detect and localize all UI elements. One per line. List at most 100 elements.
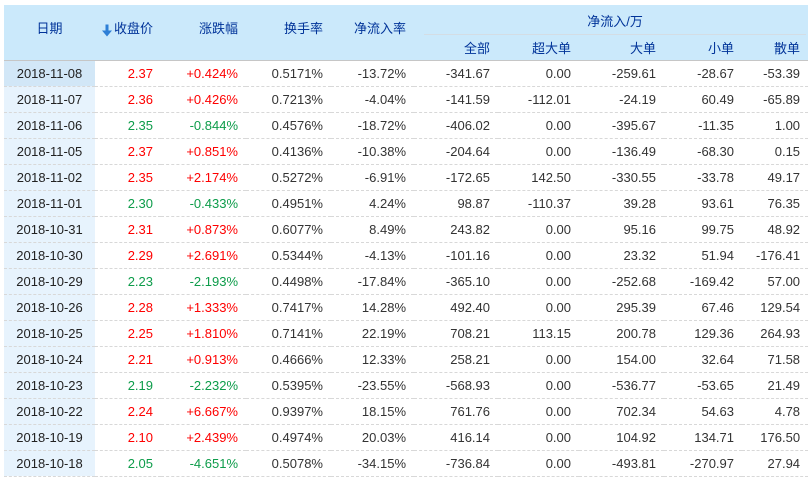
turnover-cell: 0.4951% <box>246 190 331 217</box>
col-header-close: 收盘价 <box>95 5 161 61</box>
change-percent-cell: +0.873% <box>161 216 246 243</box>
inflow-retail-cell: 0.15 <box>742 138 809 165</box>
date-cell: 2018-10-30 <box>4 242 95 269</box>
close-price-cell: 2.10 <box>95 424 161 451</box>
inflow-small-cell: 129.36 <box>664 320 742 347</box>
date-cell: 2018-10-23 <box>4 372 95 399</box>
inflow-rate-cell: 22.19% <box>331 320 414 347</box>
inflow-super-large-cell: 0.00 <box>498 294 579 321</box>
turnover-cell: 0.9397% <box>246 398 331 425</box>
inflow-small-cell: -28.67 <box>664 60 742 87</box>
inflow-super-large-cell: 0.00 <box>498 346 579 373</box>
change-percent-cell: +1.333% <box>161 294 246 321</box>
change-percent-cell: +2.691% <box>161 242 246 269</box>
inflow-rate-cell: 18.15% <box>331 398 414 425</box>
change-percent-cell: +0.426% <box>161 86 246 113</box>
close-price-cell: 2.30 <box>95 190 161 217</box>
inflow-small-cell: 51.94 <box>664 242 742 269</box>
inflow-retail-cell: 21.49 <box>742 372 809 399</box>
close-price-cell: 2.35 <box>95 112 161 139</box>
inflow-large-cell: 23.32 <box>579 242 664 269</box>
inflow-large-cell: -536.77 <box>579 372 664 399</box>
inflow-all-cell: -736.84 <box>414 450 498 477</box>
inflow-retail-cell: 4.78 <box>742 398 809 425</box>
table-row: 2018-10-31 2.31 +0.873% 0.6077% 8.49% 24… <box>4 216 809 243</box>
col-header-retail: 散单 <box>742 35 809 61</box>
inflow-large-cell: -330.55 <box>579 164 664 191</box>
inflow-super-large-cell: 0.00 <box>498 138 579 165</box>
table-row: 2018-10-22 2.24 +6.667% 0.9397% 18.15% 7… <box>4 398 809 425</box>
inflow-retail-cell: -65.89 <box>742 86 809 113</box>
change-percent-cell: +2.174% <box>161 164 246 191</box>
date-cell: 2018-11-05 <box>4 138 95 165</box>
change-percent-cell: +2.439% <box>161 424 246 451</box>
change-percent-cell: +0.913% <box>161 346 246 373</box>
close-price-cell: 2.31 <box>95 216 161 243</box>
col-header-super-large: 超大单 <box>498 35 579 61</box>
close-price-cell: 2.19 <box>95 372 161 399</box>
close-price-cell: 2.28 <box>95 294 161 321</box>
inflow-all-cell: -568.93 <box>414 372 498 399</box>
col-header-all: 全部 <box>414 35 498 61</box>
change-percent-cell: +0.424% <box>161 60 246 87</box>
inflow-small-cell: -169.42 <box>664 268 742 295</box>
inflow-retail-cell: 71.58 <box>742 346 809 373</box>
inflow-large-cell: -24.19 <box>579 86 664 113</box>
turnover-cell: 0.5171% <box>246 60 331 87</box>
turnover-cell: 0.6077% <box>246 216 331 243</box>
table-body: 2018-11-08 2.37 +0.424% 0.5171% -13.72% … <box>4 60 809 477</box>
col-header-turnover: 换手率 <box>246 5 331 61</box>
inflow-super-large-cell: 0.00 <box>498 242 579 269</box>
inflow-rate-cell: 14.28% <box>331 294 414 321</box>
inflow-rate-cell: -17.84% <box>331 268 414 295</box>
turnover-cell: 0.7213% <box>246 86 331 113</box>
inflow-super-large-cell: 0.00 <box>498 372 579 399</box>
turnover-cell: 0.4666% <box>246 346 331 373</box>
inflow-super-large-cell: 0.00 <box>498 216 579 243</box>
close-price-cell: 2.29 <box>95 242 161 269</box>
change-percent-cell: -4.651% <box>161 450 246 477</box>
close-price-cell: 2.37 <box>95 138 161 165</box>
inflow-large-cell: 95.16 <box>579 216 664 243</box>
change-percent-cell: +6.667% <box>161 398 246 425</box>
inflow-super-large-cell: -112.01 <box>498 86 579 113</box>
table-row: 2018-10-30 2.29 +2.691% 0.5344% -4.13% -… <box>4 242 809 269</box>
col-header-date[interactable]: 日期 <box>4 5 95 61</box>
inflow-large-cell: -493.81 <box>579 450 664 477</box>
close-price-cell: 2.05 <box>95 450 161 477</box>
table-row: 2018-10-19 2.10 +2.439% 0.4974% 20.03% 4… <box>4 424 809 451</box>
net-inflow-group-label: 净流入/万 <box>424 5 807 35</box>
date-cell: 2018-11-01 <box>4 190 95 217</box>
sort-desc-arrow-icon[interactable] <box>101 24 113 37</box>
date-cell: 2018-10-24 <box>4 346 95 373</box>
inflow-retail-cell: 264.93 <box>742 320 809 347</box>
table-row: 2018-10-29 2.23 -2.193% 0.4498% -17.84% … <box>4 268 809 295</box>
inflow-all-cell: -365.10 <box>414 268 498 295</box>
inflow-rate-cell: -34.15% <box>331 450 414 477</box>
inflow-retail-cell: 1.00 <box>742 112 809 139</box>
inflow-small-cell: -68.30 <box>664 138 742 165</box>
inflow-all-cell: 416.14 <box>414 424 498 451</box>
table-row: 2018-10-23 2.19 -2.232% 0.5395% -23.55% … <box>4 372 809 399</box>
change-percent-cell: +1.810% <box>161 320 246 347</box>
close-price-cell: 2.21 <box>95 346 161 373</box>
inflow-all-cell: -101.16 <box>414 242 498 269</box>
inflow-small-cell: -270.97 <box>664 450 742 477</box>
turnover-cell: 0.5344% <box>246 242 331 269</box>
inflow-small-cell: 67.46 <box>664 294 742 321</box>
close-price-cell: 2.25 <box>95 320 161 347</box>
turnover-cell: 0.7141% <box>246 320 331 347</box>
date-cell: 2018-10-19 <box>4 424 95 451</box>
inflow-large-cell: 39.28 <box>579 190 664 217</box>
date-cell: 2018-11-06 <box>4 112 95 139</box>
inflow-rate-cell: 12.33% <box>331 346 414 373</box>
table-row: 2018-11-01 2.30 -0.433% 0.4951% 4.24% 98… <box>4 190 809 217</box>
inflow-super-large-cell: 142.50 <box>498 164 579 191</box>
inflow-small-cell: -33.78 <box>664 164 742 191</box>
close-price-cell: 2.35 <box>95 164 161 191</box>
col-header-small: 小单 <box>664 35 742 61</box>
inflow-retail-cell: -176.41 <box>742 242 809 269</box>
inflow-large-cell: 104.92 <box>579 424 664 451</box>
inflow-large-cell: -252.68 <box>579 268 664 295</box>
table-row: 2018-10-26 2.28 +1.333% 0.7417% 14.28% 4… <box>4 294 809 321</box>
